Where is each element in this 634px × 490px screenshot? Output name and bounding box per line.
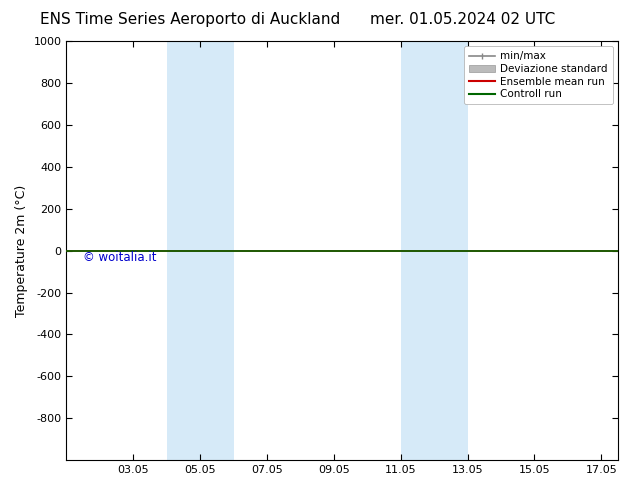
Text: ENS Time Series Aeroporto di Auckland: ENS Time Series Aeroporto di Auckland <box>40 12 340 27</box>
Text: © woitalia.it: © woitalia.it <box>83 250 157 264</box>
Text: mer. 01.05.2024 02 UTC: mer. 01.05.2024 02 UTC <box>370 12 555 27</box>
Y-axis label: Temperature 2m (°C): Temperature 2m (°C) <box>15 184 28 317</box>
Bar <box>401 41 468 460</box>
Bar <box>167 41 233 460</box>
Legend: min/max, Deviazione standard, Ensemble mean run, Controll run: min/max, Deviazione standard, Ensemble m… <box>463 46 613 104</box>
